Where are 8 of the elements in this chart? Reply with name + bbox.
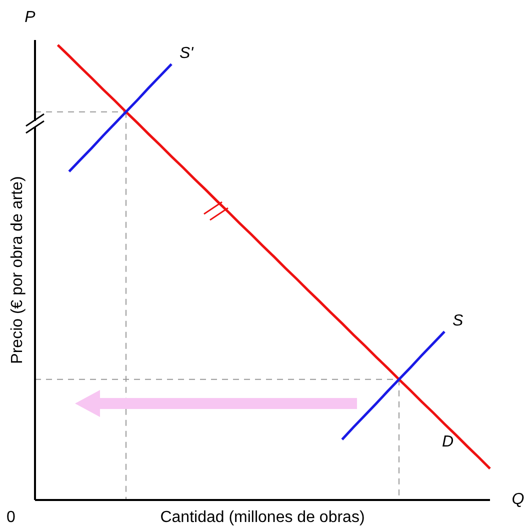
text: Q bbox=[512, 491, 524, 508]
y-axis-title: Precio (€ por obra de arte) bbox=[9, 176, 26, 364]
series-label: D bbox=[442, 434, 454, 451]
series-label: S bbox=[452, 312, 464, 330]
series-label: S' bbox=[180, 45, 194, 62]
x-axis-title: Cantidad (millones de obras) bbox=[160, 509, 365, 526]
text: P bbox=[24, 9, 36, 26]
text: 0 bbox=[6, 509, 16, 526]
